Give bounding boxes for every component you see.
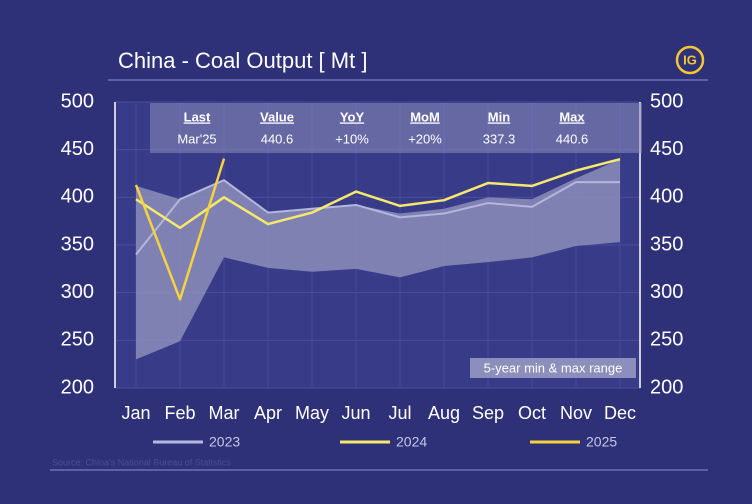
table-value: 440.6: [261, 131, 294, 146]
x-tick-label: Oct: [518, 403, 546, 423]
x-tick-label: Mar: [209, 403, 240, 423]
y-tick-label: 200: [61, 376, 94, 398]
y-tick-label: 300: [61, 281, 94, 303]
x-tick-label: Jul: [388, 403, 411, 423]
legend-label: 2023: [209, 434, 240, 450]
table-header: Value: [260, 109, 294, 124]
x-tick-label: Nov: [560, 403, 592, 423]
range-label-bg: [470, 358, 636, 378]
legend-label: 2025: [586, 434, 617, 450]
table-value: 337.3: [483, 131, 516, 146]
x-tick-label: Feb: [164, 403, 195, 423]
table-header: MoM: [410, 109, 440, 124]
table-bg: [150, 103, 642, 153]
logo-ring: [675, 45, 705, 75]
x-tick-label: Jan: [121, 403, 150, 423]
series-line: [134, 158, 226, 301]
y2-tick-label: 500: [650, 90, 683, 112]
source: Source: China's National Bureau of Stati…: [52, 457, 231, 467]
y-tick-label: 400: [61, 186, 94, 208]
table-header: YoY: [340, 109, 365, 124]
y-tick-label: 350: [61, 233, 94, 255]
table-value: +20%: [408, 131, 442, 146]
table-value: +10%: [335, 131, 369, 146]
x-tick-label: Sep: [472, 403, 504, 423]
range-band: [136, 159, 620, 360]
table-header: Max: [559, 109, 585, 124]
chart-title: China - Coal Output [ Mt ]: [118, 48, 367, 73]
range-label: 5-year min & max range: [484, 360, 623, 375]
y2-tick-label: 350: [650, 233, 683, 255]
y2-tick-label: 200: [650, 376, 683, 398]
x-tick-label: Aug: [428, 403, 460, 423]
y-tick-label: 450: [61, 138, 94, 160]
table-value: Mar'25: [177, 131, 216, 146]
y-tick-label: 250: [61, 329, 94, 351]
logo: IG: [683, 52, 697, 67]
table-value: 440.6: [556, 131, 589, 146]
y2-tick-label: 400: [650, 186, 683, 208]
y2-tick-label: 250: [650, 329, 683, 351]
y2-tick-label: 450: [650, 138, 683, 160]
x-tick-label: May: [295, 403, 329, 423]
legend-label: 2024: [396, 434, 427, 450]
table-header: Min: [488, 109, 510, 124]
x-tick-label: Jun: [341, 403, 370, 423]
series-line: [135, 157, 621, 230]
x-tick-label: Apr: [254, 403, 282, 423]
y2-tick-label: 300: [650, 281, 683, 303]
x-tick-label: Dec: [604, 403, 636, 423]
table-header: Last: [184, 109, 211, 124]
y-tick-label: 500: [61, 90, 94, 112]
